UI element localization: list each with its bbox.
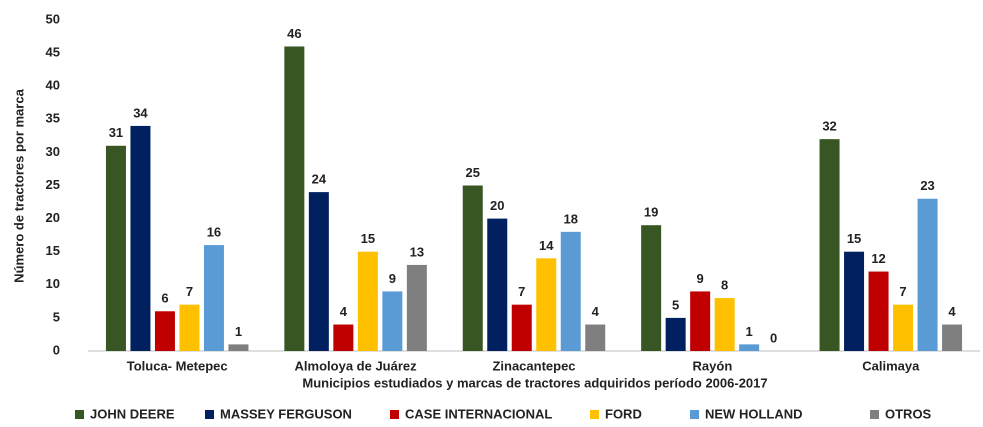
data-label: 16 xyxy=(207,225,221,240)
bar xyxy=(105,145,126,351)
y-tick-label: 40 xyxy=(46,78,60,93)
y-tick-label: 30 xyxy=(46,144,60,159)
data-label: 1 xyxy=(746,324,753,339)
bar xyxy=(130,125,151,351)
data-label: 19 xyxy=(644,205,658,220)
bar xyxy=(179,304,200,351)
data-label: 4 xyxy=(340,304,348,319)
y-tick-label: 35 xyxy=(46,111,60,126)
data-label: 34 xyxy=(133,105,148,120)
y-tick-label: 15 xyxy=(46,243,60,258)
y-tick-label: 50 xyxy=(46,11,60,26)
bar xyxy=(819,139,840,351)
bar xyxy=(511,304,532,351)
bar xyxy=(203,245,224,351)
y-tick-label: 25 xyxy=(46,177,60,192)
bar xyxy=(382,291,403,351)
legend-label: MASSEY FERGUSON xyxy=(220,406,352,421)
legend-swatch xyxy=(870,410,879,419)
data-label: 8 xyxy=(721,277,728,292)
bar xyxy=(868,271,889,351)
legend-label: NEW HOLLAND xyxy=(705,406,803,421)
data-label: 4 xyxy=(948,304,956,319)
legend-label: OTROS xyxy=(885,406,932,421)
y-tick-label: 5 xyxy=(53,309,60,324)
data-label: 12 xyxy=(871,251,885,266)
data-label: 15 xyxy=(361,231,375,246)
bar xyxy=(487,218,508,351)
bar xyxy=(154,311,175,351)
y-tick-label: 0 xyxy=(53,342,60,357)
bar xyxy=(228,344,249,351)
y-axis-title: Número de tractores por marca xyxy=(11,88,26,282)
data-label: 24 xyxy=(312,172,327,187)
data-label: 5 xyxy=(672,297,679,312)
data-label: 7 xyxy=(518,284,525,299)
x-axis-title: Municipios estudiados y marcas de tracto… xyxy=(302,375,767,390)
bar xyxy=(739,344,760,351)
legend-swatch xyxy=(590,410,599,419)
bar xyxy=(308,192,329,351)
y-tick-label: 20 xyxy=(46,210,60,225)
data-label: 7 xyxy=(186,284,193,299)
data-label: 31 xyxy=(109,125,123,140)
legend-swatch xyxy=(390,410,399,419)
legend-label: CASE INTERNACIONAL xyxy=(405,406,552,421)
data-label: 46 xyxy=(287,26,301,41)
legend-swatch xyxy=(690,410,699,419)
data-label: 32 xyxy=(822,119,836,134)
legend-label: JOHN DEERE xyxy=(90,406,175,421)
data-label: 23 xyxy=(920,178,934,193)
data-label: 6 xyxy=(161,291,168,306)
x-tick-label: Toluca- Metepec xyxy=(127,358,228,373)
x-tick-label: Calimaya xyxy=(862,358,920,373)
data-label: 15 xyxy=(847,231,861,246)
x-tick-label: Almoloya de Juárez xyxy=(295,358,418,373)
bar xyxy=(284,46,305,351)
data-label: 14 xyxy=(539,238,554,253)
bar xyxy=(917,198,938,351)
y-tick-label: 45 xyxy=(46,45,60,60)
data-label: 18 xyxy=(564,211,578,226)
bar xyxy=(357,251,378,351)
y-tick-label: 10 xyxy=(46,276,60,291)
data-label: 0 xyxy=(770,330,777,345)
bar xyxy=(942,324,963,351)
bar xyxy=(690,291,711,351)
bar xyxy=(641,225,662,351)
data-label: 13 xyxy=(410,244,424,259)
legend-swatch xyxy=(205,410,214,419)
bar xyxy=(462,185,483,351)
legend-label: FORD xyxy=(605,406,642,421)
legend-swatch xyxy=(75,410,84,419)
bar xyxy=(714,298,735,351)
data-label: 20 xyxy=(490,198,504,213)
bar xyxy=(893,304,914,351)
bar xyxy=(844,251,865,351)
bar xyxy=(665,317,686,351)
data-label: 7 xyxy=(899,284,906,299)
bar xyxy=(585,324,606,351)
data-label: 25 xyxy=(466,165,480,180)
bar xyxy=(406,264,427,351)
bar xyxy=(536,258,557,351)
data-label: 9 xyxy=(389,271,396,286)
x-tick-label: Rayón xyxy=(693,358,733,373)
data-label: 9 xyxy=(697,271,704,286)
data-label: 4 xyxy=(592,304,600,319)
bar xyxy=(560,231,581,351)
data-label: 1 xyxy=(235,324,242,339)
x-tick-label: Zinacantepec xyxy=(492,358,575,373)
bar xyxy=(333,324,354,351)
